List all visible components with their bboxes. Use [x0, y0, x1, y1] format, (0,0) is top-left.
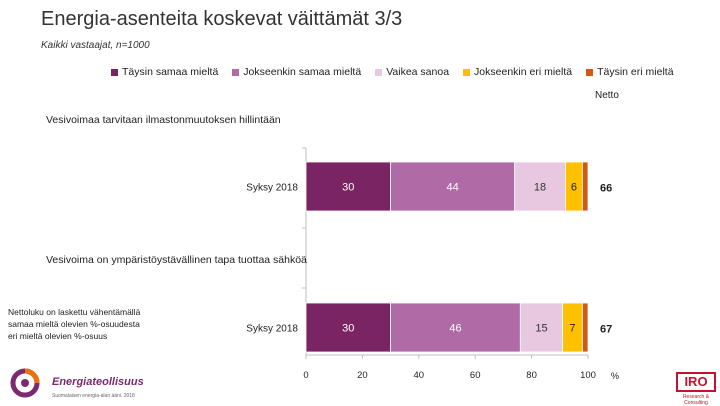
legend-item: Vaikea sanoa [375, 66, 449, 78]
x-axis-unit-label: % [611, 371, 620, 381]
bar-segment [305, 161, 391, 212]
legend-item: Täysin eri mieltä [586, 66, 674, 78]
data-label: 44 [447, 182, 459, 194]
logo-subtext: Suomalaisen energia-alan ääni. 2018 [52, 393, 135, 399]
data-label: 30 [342, 182, 354, 194]
energiateollisuus-logo: Energiateollisuus Suomalaisen energia-al… [8, 368, 198, 402]
page-subtitle: Kaikki vastaajat, n=1000 [41, 40, 150, 51]
category-label: Syksy 2018 [246, 324, 298, 335]
data-label: 18 [534, 182, 546, 194]
legend-swatch [232, 68, 240, 76]
legend-label: Vaikea sanoa [386, 66, 450, 78]
data-label: 6 [571, 182, 577, 194]
iro-logo-subtext: Research & Consulting [682, 394, 710, 406]
data-label: 7 [569, 323, 575, 335]
legend-item: Täysin samaa mieltä [111, 66, 218, 78]
legend-swatch [111, 68, 118, 76]
x-tick-label: 100 [580, 370, 596, 381]
x-tick-label: 40 [414, 370, 425, 381]
legend-label: Täysin eri mieltä [597, 66, 674, 78]
bar-segment [390, 302, 521, 353]
data-label: 46 [449, 323, 461, 335]
statement-label: Vesivoimaa tarvitaan ilmastonmuutoksen h… [46, 114, 281, 126]
legend-swatch [586, 68, 594, 76]
legend-label: Jokseenkin eri mieltä [474, 66, 573, 78]
data-label: 30 [342, 323, 354, 335]
data-label: 15 [535, 323, 547, 335]
legend-item: Jokseenkin eri mieltä [463, 66, 572, 78]
logo-text: Energiateollisuus [52, 376, 144, 388]
statement-label: Vesivoima on ympäristöystävällinen tapa … [46, 254, 307, 266]
bar-segment [305, 302, 391, 353]
netto-value: 66 [600, 183, 612, 195]
legend-label: Täysin samaa mieltä [122, 66, 219, 78]
bar-segment [390, 161, 516, 212]
legend-swatch [375, 68, 383, 76]
x-tick-label: 60 [470, 370, 481, 381]
netto-header: Netto [595, 90, 619, 101]
x-tick-label: 80 [526, 370, 537, 381]
x-tick-label: 0 [303, 370, 308, 381]
bar-segment [581, 161, 589, 212]
chart-legend: Täysin samaa mieltä Jokseenkin samaa mie… [111, 66, 674, 78]
footnote: Nettoluku on laskettu vähentämällä samaa… [8, 307, 141, 341]
legend-swatch [463, 68, 471, 76]
iro-logo-mark: IRO [676, 372, 716, 392]
bar-segment [581, 302, 589, 353]
iro-logo: IRO Research & Consulting [676, 372, 716, 406]
x-tick-label: 20 [357, 370, 368, 381]
legend-item: Jokseenkin samaa mieltä [232, 66, 361, 78]
category-label: Syksy 2018 [246, 183, 298, 194]
page-title: Energia-asenteita koskevat väittämät 3/3 [41, 8, 403, 30]
bar-segment [514, 161, 566, 212]
energiateollisuus-logo-icon [10, 368, 40, 398]
bar-segment [519, 302, 564, 353]
netto-value: 67 [600, 324, 612, 336]
legend-label: Jokseenkin samaa mieltä [243, 66, 362, 78]
